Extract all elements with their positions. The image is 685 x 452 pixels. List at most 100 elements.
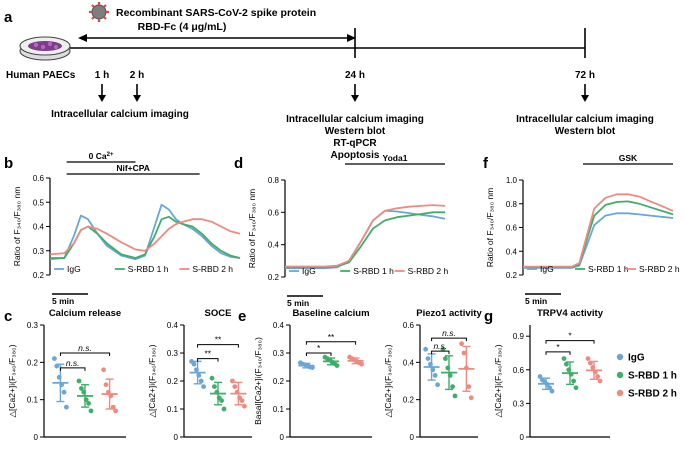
series-line-s-rbd-2-h (523, 193, 674, 268)
line-chart-b: b 0.2 0.3 0.4 0.5 0.6 Ratio of F₃₄₀/F₃₈₀ nm 0 C… (4, 151, 241, 306)
y-tick-label: 0.4 (167, 321, 179, 330)
significance-label: n.s. (433, 341, 447, 351)
scatter-chart-e1: e Baseline calcium 0 0.1 0.2 0.3 0.4 Basal[Ca2+… (238, 308, 372, 442)
y-tick-label: 0.6 (403, 321, 415, 330)
y-tick-label: 0.2 (33, 271, 45, 280)
data-point (435, 382, 440, 388)
data-point (221, 406, 227, 412)
data-point (101, 367, 106, 373)
significance-bracket (545, 340, 595, 344)
scale-bar-label: 5 min (287, 298, 309, 308)
data-point (423, 346, 428, 352)
data-point (597, 378, 603, 384)
time-1h: 1 h (95, 70, 109, 81)
legend-label: S-RBD 1 h (588, 264, 629, 274)
y-tick-label: 0.2 (273, 377, 285, 386)
y-axis-title: △[Ca2+]i(F₃₄₀/F₃₈₀) (7, 344, 17, 417)
y-tick-label: 0.4 (506, 247, 518, 256)
panel-label-b: b (4, 155, 13, 172)
data-point (198, 378, 204, 384)
series-line-igg (523, 212, 674, 269)
agent-label: Recombinant SARS-CoV-2 spike protein (116, 7, 316, 19)
scatter-charts: c Calcium release 0 0.1 0.2 0.3 △[Ca2+]i(F₃₄₀/… (4, 308, 610, 442)
significance-bracket (197, 344, 239, 348)
y-tick-label: 0.1 (167, 405, 179, 414)
significance-label: n.s. (78, 343, 92, 353)
data-point (452, 393, 458, 399)
y-tick-label: 0.5 (33, 198, 45, 207)
y-tick-label: 0.8 (268, 176, 280, 185)
timepoint-arrows (98, 84, 589, 102)
legend-label: S-RBD 1 h (628, 371, 677, 382)
y-tick-label: 0 (34, 433, 39, 442)
legend-label: S-RBD 1 h (128, 264, 169, 274)
legend-label: S-RBD 2 h (639, 264, 680, 274)
data-point (585, 356, 591, 361)
legend-dot (616, 353, 624, 361)
y-tick-label: 0.6 (268, 208, 280, 217)
data-point (201, 384, 207, 389)
legend-dot (616, 389, 624, 397)
legend-label: S-RBD 2 h (192, 264, 233, 274)
treatment-label: Yoda1 (383, 153, 408, 163)
significance-label: * (568, 331, 572, 341)
data-point (443, 356, 448, 361)
data-point (359, 361, 364, 367)
legend-label: S-RBD 1 h (353, 266, 394, 276)
data-point (561, 356, 567, 361)
y-tick-label: 0.2 (167, 377, 179, 386)
data-point (212, 384, 217, 389)
y-tick-label: 0.2 (27, 358, 39, 367)
assay-24h-2: Western blot (325, 126, 386, 137)
data-point (239, 398, 245, 403)
line-charts: b 0.2 0.3 0.4 0.5 0.6 Ratio of F₃₄₀/F₃₈₀ nm 0 C… (4, 151, 680, 308)
y-tick-label: 0 (174, 433, 179, 442)
legend-label: IgG (302, 266, 316, 276)
treatment-label: Nif+CPA (116, 163, 150, 173)
y-axis-title: Basal[Ca2+]i(F₃₄₀/F₃₈₀) (253, 337, 263, 425)
time-24h: 24 h (345, 70, 365, 81)
data-point (79, 386, 84, 391)
data-point (242, 403, 247, 409)
assay-2h: Intracellular calcium imaging (51, 109, 189, 120)
chart-title: TRPV4 activity (537, 308, 604, 319)
treatment-duration-arrow (78, 34, 356, 42)
y-tick-label: 0.2 (403, 396, 415, 405)
y-tick-label: 0.1 (273, 405, 285, 414)
significance-bracket (59, 352, 111, 356)
y-tick-label: 0.6 (506, 224, 518, 233)
data-point (549, 388, 555, 394)
scatter-chart-e2: Piezo1 activity 0 0.2 0.4 0.6 △[Ca2+]i(F₃₄₀/F… (383, 308, 482, 442)
panel-a: a Recombinant SARS-Co (4, 2, 654, 161)
series-line-s-rbd-2-h (285, 204, 446, 268)
assay-24h-4: Apoptosis (331, 150, 380, 161)
significance-label: * (556, 342, 560, 352)
virus-icon (89, 2, 109, 22)
data-point (571, 378, 576, 384)
panel-label-a: a (4, 9, 13, 26)
scatter-chart-c1: c Calcium release 0 0.1 0.2 0.3 △[Ca2+]i(F₃₄₀/… (4, 308, 126, 442)
significance-bracket (197, 358, 219, 362)
assay-72h-1: Intracellular calcium imaging (516, 114, 654, 125)
agent-dose-label: RBD-Fc (4 μg/mL) (138, 21, 227, 33)
significance-bracket (59, 367, 86, 371)
y-tick-label: 0.3 (27, 321, 39, 330)
y-axis-title: △[Ca2+]i(F₃₄₀/F₃₈₀) (493, 344, 503, 417)
y-axis-title: Ratio of F₃₄₀/F₃₈₀ nm (12, 187, 22, 267)
significance-bracket (545, 351, 571, 355)
data-point (64, 404, 69, 410)
data-point (86, 401, 91, 406)
y-tick-label: 0.9 (513, 332, 525, 341)
y-tick-label: 0.8 (506, 200, 518, 209)
scatter-chart-c2: SOCE 0 0.1 0.2 0.3 0.4 △[Ca2+]i(F₃₄₀/F₃₈₀) ** ** (147, 308, 252, 442)
data-point (432, 373, 438, 378)
significance-bracket (305, 341, 357, 345)
series-line-s-rbd-2-h (49, 218, 241, 256)
y-tick-label: 0 (410, 433, 415, 442)
data-point (466, 384, 472, 389)
y-tick-label: 0 (520, 433, 525, 442)
y-tick-label: 0.6 (513, 366, 525, 375)
chart-title: SOCE (205, 308, 232, 319)
y-axis-title: Ratio of F₃₄₀/F₃₈₀ nm (247, 189, 257, 269)
